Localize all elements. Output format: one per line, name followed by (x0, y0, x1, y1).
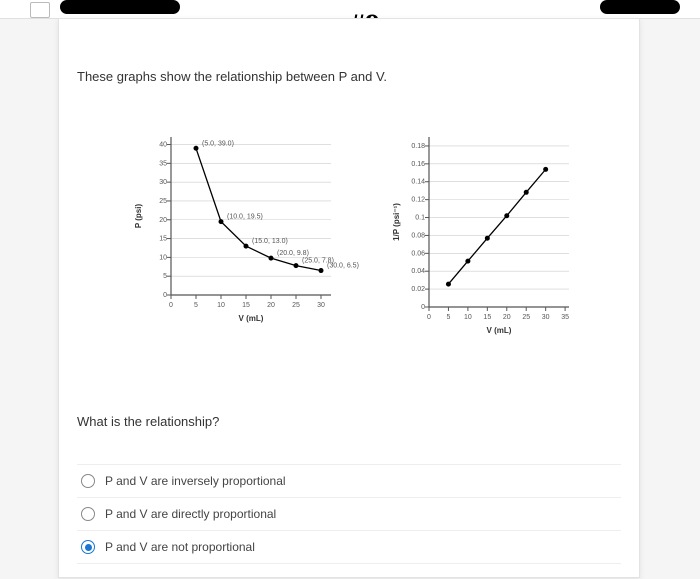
svg-text:0.16: 0.16 (411, 161, 425, 168)
svg-text:20: 20 (503, 314, 511, 321)
svg-text:1/P (psi⁻¹): 1/P (psi⁻¹) (392, 203, 401, 241)
svg-text:0: 0 (163, 292, 167, 299)
tab-icon (30, 2, 50, 18)
svg-text:30: 30 (542, 314, 550, 321)
svg-text:25: 25 (292, 302, 300, 309)
svg-text:(30.0, 6.5): (30.0, 6.5) (327, 263, 359, 270)
svg-text:0.12: 0.12 (411, 197, 425, 204)
radio-icon[interactable] (81, 474, 95, 488)
charts-svg: 0 5 10 15 20 25 30 35 40 0 5 10 15 20 25 30 (5.0, 39.0) (… (129, 129, 589, 349)
svg-text:25: 25 (522, 314, 530, 321)
svg-text:0.08: 0.08 (411, 232, 425, 239)
svg-text:10: 10 (464, 314, 472, 321)
svg-text:0: 0 (427, 314, 431, 321)
svg-text:0.18: 0.18 (411, 143, 425, 150)
svg-text:5: 5 (446, 314, 450, 321)
svg-text:10: 10 (159, 254, 167, 261)
svg-text:15: 15 (159, 236, 167, 243)
option-2[interactable]: P and V are not proportional (77, 530, 621, 564)
question-card: These graphs show the relationship betwe… (58, 18, 640, 578)
svg-text:(15.0, 13.0): (15.0, 13.0) (252, 238, 288, 245)
svg-text:0.06: 0.06 (411, 250, 425, 257)
svg-text:30: 30 (317, 302, 325, 309)
svg-text:(10.0, 19.5): (10.0, 19.5) (227, 214, 263, 221)
svg-text:P (psi): P (psi) (134, 204, 143, 229)
svg-text:15: 15 (483, 314, 491, 321)
svg-text:5: 5 (194, 302, 198, 309)
svg-text:(5.0, 39.0): (5.0, 39.0) (202, 140, 234, 147)
svg-text:25: 25 (159, 198, 167, 205)
svg-text:35: 35 (159, 160, 167, 167)
svg-text:5: 5 (163, 273, 167, 280)
svg-text:V (mL): V (mL) (239, 314, 264, 323)
svg-text:(20.0, 9.8): (20.0, 9.8) (277, 250, 309, 257)
svg-text:20: 20 (159, 217, 167, 224)
svg-text:20: 20 (267, 302, 275, 309)
radio-icon[interactable] (81, 507, 95, 521)
svg-text:10: 10 (217, 302, 225, 309)
option-label: P and V are not proportional (105, 540, 255, 554)
svg-text:0.04: 0.04 (411, 268, 425, 275)
svg-text:0.02: 0.02 (411, 286, 425, 293)
svg-text:0.14: 0.14 (411, 179, 425, 186)
options-list: P and V are inversely proportional P and … (77, 464, 621, 564)
svg-text:40: 40 (159, 142, 167, 149)
option-label: P and V are directly proportional (105, 507, 276, 521)
option-0[interactable]: P and V are inversely proportional (77, 464, 621, 497)
svg-text:0: 0 (421, 304, 425, 311)
question-text: What is the relationship? (77, 414, 219, 429)
charts-area: 0 5 10 15 20 25 30 35 40 0 5 10 15 20 25 30 (5.0, 39.0) (… (129, 129, 589, 349)
intro-text: These graphs show the relationship betwe… (77, 69, 387, 84)
svg-text:30: 30 (159, 179, 167, 186)
svg-text:0: 0 (169, 302, 173, 309)
radio-icon[interactable] (81, 540, 95, 554)
svg-text:V (mL): V (mL) (487, 326, 512, 335)
option-label: P and V are inversely proportional (105, 474, 286, 488)
redaction-right (600, 0, 680, 14)
svg-text:15: 15 (242, 302, 250, 309)
svg-text:0.1: 0.1 (415, 215, 425, 222)
redaction-left (60, 0, 180, 14)
option-1[interactable]: P and V are directly proportional (77, 497, 621, 530)
svg-text:35: 35 (561, 314, 569, 321)
